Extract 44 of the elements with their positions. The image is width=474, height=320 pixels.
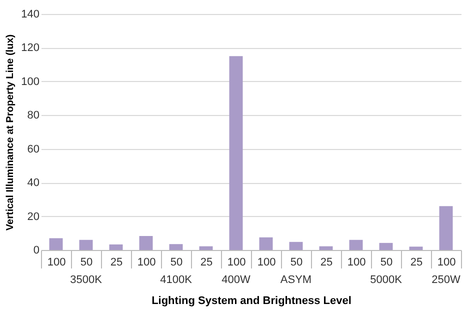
- text: 400W: [222, 274, 251, 286]
- y-tick-label: 80: [27, 110, 40, 122]
- x-tick-label: 100: [437, 256, 456, 268]
- x-tick-label: 100: [137, 256, 156, 268]
- x-tick-label: 25: [200, 256, 213, 268]
- x-tick-label: 25: [320, 256, 333, 268]
- y-axis-title: Vertical Illuminance at Property Line (lux): [5, 34, 16, 231]
- x-tick-label: 50: [380, 256, 393, 268]
- x-tick-label: 100: [227, 256, 246, 268]
- x-tick-label: 50: [170, 256, 183, 268]
- x-tick-label: 50: [80, 256, 93, 268]
- y-tick-label: 40: [27, 177, 40, 190]
- text: 4100K: [160, 274, 193, 286]
- bar: [379, 242, 393, 250]
- bar: [139, 236, 153, 250]
- x-tick-label: 100: [257, 256, 276, 268]
- bar: [439, 206, 453, 250]
- y-tick-label: 140: [21, 8, 40, 20]
- bar: [409, 246, 423, 250]
- text: ASYM: [280, 274, 312, 286]
- x-tick-label: 25: [410, 256, 423, 268]
- bar: [349, 240, 363, 250]
- x-tick-label: 100: [47, 256, 66, 268]
- x-tick-label: 25: [110, 256, 123, 268]
- text: 250W: [432, 274, 461, 286]
- bar: [259, 237, 273, 250]
- bar: [289, 242, 303, 250]
- x-tick-label: 100: [347, 256, 366, 268]
- y-tick-label: 60: [27, 143, 40, 156]
- x-axis-title: Lighting System and Brightness Level: [152, 295, 352, 307]
- bar: [319, 246, 333, 250]
- bar: [229, 56, 243, 250]
- bar: [199, 246, 213, 250]
- y-tick-label: 100: [21, 76, 40, 88]
- y-tick-label: 20: [27, 210, 40, 223]
- x-tick-label: 50: [290, 256, 303, 268]
- text: 5000K: [370, 274, 403, 286]
- bar: [109, 244, 123, 250]
- y-tick-label: 120: [21, 42, 40, 54]
- bar: [169, 244, 183, 250]
- text: 3500K: [70, 274, 103, 286]
- y-tick-label: 0: [33, 244, 40, 256]
- bar: [49, 238, 63, 250]
- bar: [79, 240, 93, 250]
